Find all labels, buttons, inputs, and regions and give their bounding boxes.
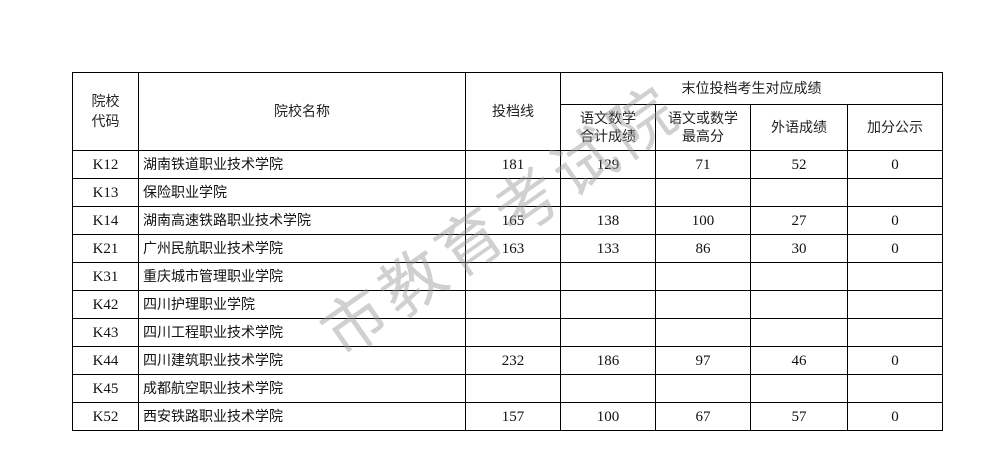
- header-sub3: 外语成绩: [750, 104, 848, 151]
- cell-c2: 71: [655, 150, 751, 179]
- cell-c3: 27: [750, 206, 848, 235]
- cell-line: 181: [465, 150, 561, 179]
- cell-c2: 67: [655, 402, 751, 431]
- table-row: K44 四川建筑职业技术学院 232 186 97 46 0: [72, 346, 943, 375]
- cell-line: 232: [465, 346, 561, 375]
- cell-name: 四川建筑职业技术学院: [138, 346, 466, 375]
- cell-c1: [560, 262, 656, 291]
- cell-c1: 138: [560, 206, 656, 235]
- header-sub1: 语文数学 合计成绩: [560, 104, 656, 151]
- cell-line: [465, 318, 561, 347]
- cell-c4: 0: [847, 402, 943, 431]
- header-group: 末位投档考生对应成绩: [560, 72, 943, 105]
- cell-line: [465, 262, 561, 291]
- cell-line: 165: [465, 206, 561, 235]
- cell-c4: 0: [847, 234, 943, 263]
- cell-c3: 52: [750, 150, 848, 179]
- cell-c1: [560, 374, 656, 403]
- cell-line: 157: [465, 402, 561, 431]
- cell-c3: 46: [750, 346, 848, 375]
- cell-code: K14: [72, 206, 139, 235]
- header-name: 院校名称: [138, 72, 466, 151]
- table-row: K12 湖南铁道职业技术学院 181 129 71 52 0: [72, 150, 943, 179]
- cell-name: 广州民航职业技术学院: [138, 234, 466, 263]
- cell-c4: [847, 178, 943, 207]
- table-row: K45 成都航空职业技术学院: [72, 374, 943, 403]
- header-code-label: 院校代码: [91, 93, 120, 130]
- cell-c2: [655, 318, 751, 347]
- cell-c3: [750, 290, 848, 319]
- cell-c3: 30: [750, 234, 848, 263]
- table-row: K42 四川护理职业学院: [72, 290, 943, 319]
- cell-code: K44: [72, 346, 139, 375]
- cell-c2: 97: [655, 346, 751, 375]
- cell-c2: [655, 178, 751, 207]
- cell-name: 保险职业学院: [138, 178, 466, 207]
- cell-c4: 0: [847, 150, 943, 179]
- cell-code: K12: [72, 150, 139, 179]
- cell-code: K45: [72, 374, 139, 403]
- cell-c2: 100: [655, 206, 751, 235]
- header-line: 投档线: [465, 72, 561, 151]
- header-sub4: 加分公示: [847, 104, 943, 151]
- cell-name: 湖南高速铁路职业技术学院: [138, 206, 466, 235]
- cell-c4: 0: [847, 206, 943, 235]
- cell-name: 四川工程职业技术学院: [138, 318, 466, 347]
- cell-name: 重庆城市管理职业学院: [138, 262, 466, 291]
- table-row: K21 广州民航职业技术学院 163 133 86 30 0: [72, 234, 943, 263]
- cell-c2: 86: [655, 234, 751, 263]
- cell-code: K52: [72, 402, 139, 431]
- cell-line: 163: [465, 234, 561, 263]
- cell-line: [465, 374, 561, 403]
- table-row: K31 重庆城市管理职业学院: [72, 262, 943, 291]
- cell-c3: 57: [750, 402, 848, 431]
- cell-c2: [655, 374, 751, 403]
- cell-c1: 129: [560, 150, 656, 179]
- cell-line: [465, 178, 561, 207]
- cell-c4: 0: [847, 346, 943, 375]
- cell-c1: 133: [560, 234, 656, 263]
- cell-code: K31: [72, 262, 139, 291]
- table-row: K13 保险职业学院: [72, 178, 943, 207]
- cell-c1: 186: [560, 346, 656, 375]
- header-code: 院校代码: [72, 72, 139, 151]
- cell-name: 西安铁路职业技术学院: [138, 402, 466, 431]
- cell-name: 湖南铁道职业技术学院: [138, 150, 466, 179]
- cell-c1: [560, 318, 656, 347]
- cell-name: 四川护理职业学院: [138, 290, 466, 319]
- admission-table: 院校代码 院校名称 投档线 末位投档考生对应成绩 语文数学 合计成绩 语文或数学最…: [72, 72, 943, 431]
- cell-c2: [655, 262, 751, 291]
- cell-c1: [560, 178, 656, 207]
- table-row: K14 湖南高速铁路职业技术学院 165 138 100 27 0: [72, 206, 943, 235]
- cell-c2: [655, 290, 751, 319]
- header-sub2: 语文或数学 最高分: [655, 104, 751, 151]
- cell-c3: [750, 374, 848, 403]
- cell-c1: 100: [560, 402, 656, 431]
- cell-code: K42: [72, 290, 139, 319]
- cell-line: [465, 290, 561, 319]
- cell-c3: [750, 262, 848, 291]
- cell-code: K21: [72, 234, 139, 263]
- cell-c4: [847, 374, 943, 403]
- cell-c4: [847, 262, 943, 291]
- cell-c4: [847, 290, 943, 319]
- cell-c3: [750, 318, 848, 347]
- cell-code: K13: [72, 178, 139, 207]
- cell-c1: [560, 290, 656, 319]
- table-row: K52 西安铁路职业技术学院 157 100 67 57 0: [72, 402, 943, 431]
- cell-c4: [847, 318, 943, 347]
- table-row: K43 四川工程职业技术学院: [72, 318, 943, 347]
- cell-name: 成都航空职业技术学院: [138, 374, 466, 403]
- cell-c3: [750, 178, 848, 207]
- cell-code: K43: [72, 318, 139, 347]
